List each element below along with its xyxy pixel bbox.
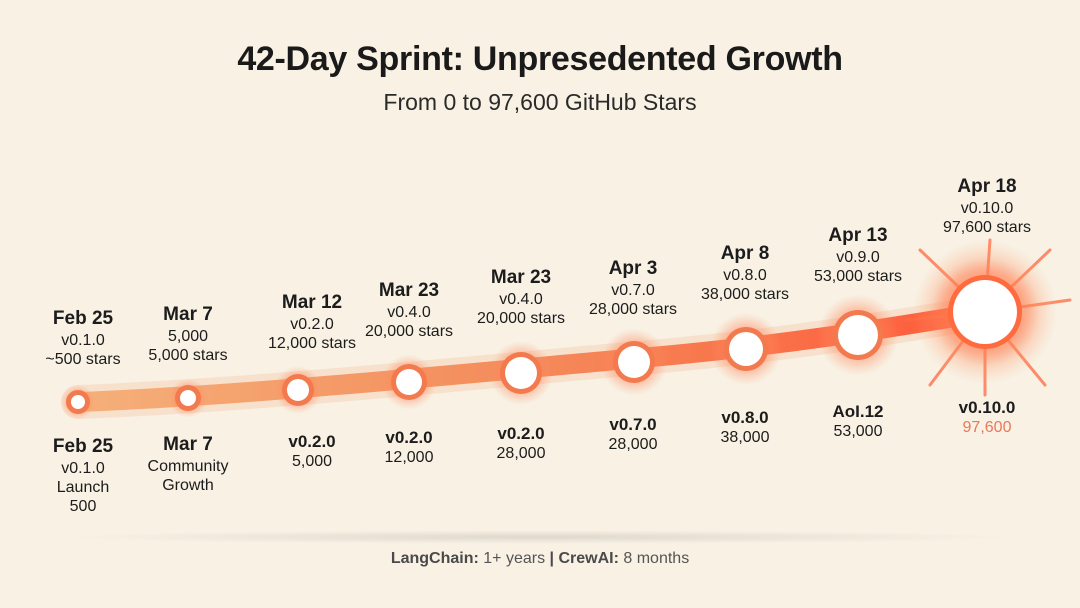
milestone-version: v0.2.0 — [290, 315, 334, 333]
milestone-8-bottom: AoI.12 53,000 — [783, 402, 933, 442]
milestone-version: v0.10.0 — [960, 199, 1014, 217]
page-title: 42-Day Sprint: Unpresedented Growth — [237, 40, 843, 78]
milestone-version: v0.8.0 — [721, 408, 769, 427]
milestone-value: 28,000 — [496, 445, 546, 463]
milestone-stars: 5,000 stars — [148, 346, 228, 364]
milestone-5-top: Mar 23 v0.4.0 20,000 stars — [446, 267, 596, 328]
milestone-date: Mar 7 — [163, 304, 213, 325]
milestone-version: v0.4.0 — [499, 290, 543, 308]
milestone-value: 97,600 — [962, 419, 1012, 437]
milestone-8-top: Apr 13 v0.9.0 53,000 stars — [783, 225, 933, 286]
milestone-2-bottom: Mar 7 Community Growth — [113, 434, 263, 495]
milestone-stars: 97,600 stars — [942, 218, 1032, 236]
milestone-node — [180, 390, 196, 406]
milestone-node — [953, 280, 1017, 344]
comparison-a-value: 1+ years — [483, 550, 546, 567]
milestone-version: v0.10.0 — [958, 398, 1016, 417]
milestone-node — [71, 395, 85, 409]
footer-comparison: LangChain: 1+ years | CrewAI: 8 months — [0, 550, 1080, 568]
milestone-date: Mar 12 — [281, 292, 343, 313]
milestone-7-top: Apr 8 v0.8.0 38,000 stars — [670, 243, 820, 304]
milestone-note: Launch — [56, 478, 110, 496]
milestone-date: Mar 23 — [378, 280, 440, 301]
milestone-value: 12,000 — [384, 449, 434, 467]
milestone-date: Apr 18 — [957, 176, 1017, 197]
milestone-version: v0.9.0 — [836, 248, 880, 266]
milestone-1-top: Feb 25 v0.1.0 ~500 stars — [8, 308, 158, 369]
milestone-node — [505, 357, 537, 389]
milestone-value: 53,000 — [833, 423, 883, 441]
comparison-a-name: LangChain: — [390, 550, 479, 567]
milestone-stars: 20,000 stars — [364, 322, 454, 340]
comparison-separator: | — [549, 550, 555, 567]
milestone-5-bottom: v0.2.0 28,000 — [446, 424, 596, 464]
milestone-version: v0.2.0 — [497, 424, 545, 443]
milestone-date: Apr 3 — [608, 258, 658, 279]
milestone-node — [729, 332, 763, 366]
milestone-version: v0.2.0 — [385, 428, 433, 447]
milestone-1-bottom: Feb 25 v0.1.0 Launch 500 — [8, 436, 158, 516]
milestone-date: Apr 8 — [720, 243, 770, 264]
milestone-stars: ~500 stars — [45, 350, 121, 368]
milestone-node — [287, 379, 309, 401]
milestone-version: v0.2.0 — [288, 432, 336, 451]
milestone-6-bottom: v0.7.0 28,000 — [558, 415, 708, 455]
milestone-9-bottom: v0.10.0 97,600 — [912, 398, 1062, 438]
milestone-node — [618, 346, 650, 378]
milestone-4-top: Mar 23 v0.4.0 20,000 stars — [334, 280, 484, 341]
milestone-version: 5,000 — [167, 327, 209, 345]
milestone-date: Apr 13 — [828, 225, 888, 246]
milestone-stars: 20,000 stars — [476, 309, 566, 327]
comparison-b-value: 8 months — [623, 550, 690, 567]
milestone-version: v0.1.0 — [61, 331, 105, 349]
milestone-3-top: Mar 12 v0.2.0 12,000 stars — [237, 292, 387, 353]
footer-shadow — [60, 530, 1020, 544]
milestone-stars: 38,000 stars — [700, 285, 790, 303]
milestone-4-bottom: v0.2.0 12,000 — [334, 428, 484, 468]
milestone-node — [396, 369, 422, 395]
milestone-value: 5,000 — [291, 453, 333, 471]
milestone-stars: 12,000 stars — [267, 334, 357, 352]
milestone-note: Community — [147, 457, 229, 475]
milestone-node — [838, 315, 878, 355]
milestone-version: v0.7.0 — [609, 415, 657, 434]
milestone-version: v0.1.0 — [61, 459, 105, 477]
page-subtitle: From 0 to 97,600 GitHub Stars — [383, 89, 697, 115]
milestone-6-top: Apr 3 v0.7.0 28,000 stars — [558, 258, 708, 319]
milestone-value: 28,000 — [608, 436, 658, 454]
milestone-stars: 28,000 stars — [588, 300, 678, 318]
comparison-b-name: CrewAI: — [558, 550, 619, 567]
milestone-date: Mar 23 — [490, 267, 552, 288]
milestone-date: Mar 7 — [163, 434, 213, 455]
milestone-version: AoI.12 — [832, 402, 884, 421]
milestone-value: 500 — [69, 498, 97, 516]
milestone-7-bottom: v0.8.0 38,000 — [670, 408, 820, 448]
milestone-date: Feb 25 — [52, 308, 114, 329]
milestone-value: 38,000 — [720, 429, 770, 447]
milestone-version: v0.7.0 — [611, 281, 655, 299]
milestone-note: Growth — [162, 476, 214, 494]
milestone-stars: 53,000 stars — [813, 267, 903, 285]
milestone-9-top: Apr 18 v0.10.0 97,600 stars — [912, 176, 1062, 237]
milestone-date: Feb 25 — [52, 436, 114, 457]
milestone-2-top: Mar 7 5,000 5,000 stars — [113, 304, 263, 365]
milestone-3-bottom: v0.2.0 5,000 — [237, 432, 387, 472]
milestone-version: v0.4.0 — [387, 303, 431, 321]
milestone-version: v0.8.0 — [723, 266, 767, 284]
